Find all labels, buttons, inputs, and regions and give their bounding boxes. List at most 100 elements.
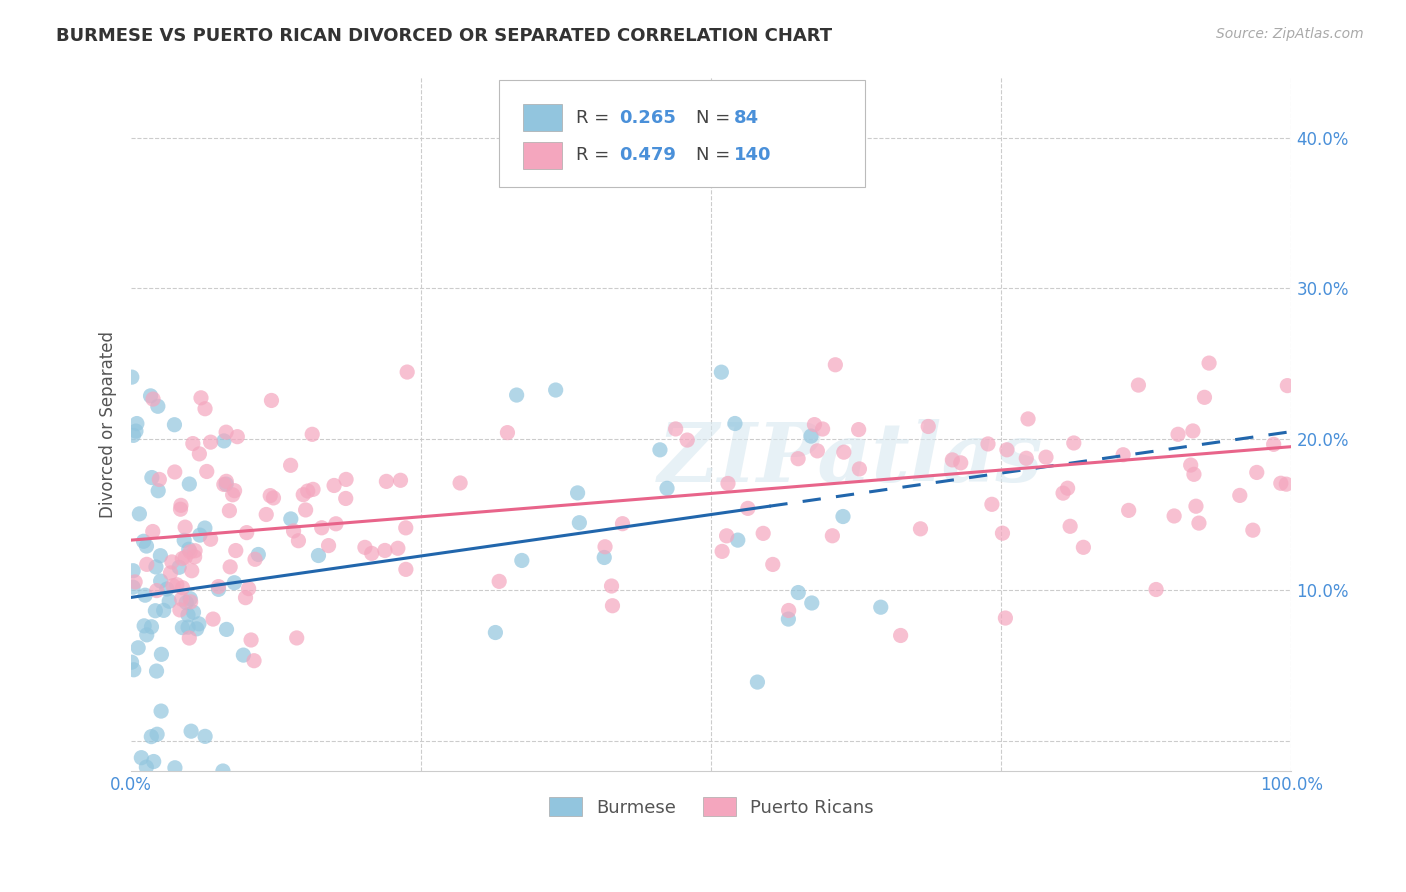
Point xyxy=(243,654,266,668)
Point xyxy=(1229,488,1251,502)
Point xyxy=(787,585,810,599)
Point xyxy=(194,730,217,744)
Point xyxy=(200,435,222,450)
Point xyxy=(302,483,325,497)
Point xyxy=(1188,516,1211,530)
Point xyxy=(169,502,191,516)
Text: N =: N = xyxy=(696,146,735,164)
Point xyxy=(145,664,167,678)
Point xyxy=(510,553,533,567)
Point xyxy=(145,560,167,574)
Point xyxy=(505,388,527,402)
Point xyxy=(1246,466,1268,480)
Point xyxy=(1052,486,1074,500)
Text: R =: R = xyxy=(576,146,616,164)
Point xyxy=(163,417,186,432)
Point xyxy=(152,603,174,617)
Point xyxy=(803,417,825,432)
Point xyxy=(235,525,257,540)
Point xyxy=(318,539,340,553)
Point xyxy=(139,389,162,403)
Point xyxy=(180,724,202,739)
Point xyxy=(1035,450,1057,465)
Point xyxy=(183,605,205,619)
Point xyxy=(800,429,823,443)
Point xyxy=(179,477,201,491)
Point xyxy=(134,588,156,602)
Point xyxy=(221,488,243,502)
Point xyxy=(1181,424,1204,438)
Point xyxy=(449,475,471,490)
Point xyxy=(150,704,173,718)
Point xyxy=(224,575,246,590)
Point xyxy=(262,491,284,505)
Point xyxy=(292,488,315,502)
Point xyxy=(1198,356,1220,370)
Point xyxy=(194,521,217,535)
Point xyxy=(219,559,242,574)
Point xyxy=(283,524,305,538)
Point xyxy=(122,428,145,442)
Point xyxy=(778,612,800,626)
Point xyxy=(215,477,238,491)
Text: ZIPatlas: ZIPatlas xyxy=(658,418,1043,499)
Point xyxy=(141,620,163,634)
Point xyxy=(496,425,519,440)
Point xyxy=(1112,448,1135,462)
Point xyxy=(146,399,169,413)
Point xyxy=(125,424,148,438)
Point xyxy=(169,603,191,617)
Point xyxy=(142,524,165,539)
Point xyxy=(676,433,699,447)
Text: BURMESE VS PUERTO RICAN DIVORCED OR SEPARATED CORRELATION CHART: BURMESE VS PUERTO RICAN DIVORCED OR SEPA… xyxy=(56,27,832,45)
Point xyxy=(183,549,205,564)
Point xyxy=(207,580,229,594)
Point xyxy=(665,422,688,436)
Point xyxy=(232,648,254,662)
Point xyxy=(949,456,972,470)
Point xyxy=(132,534,155,549)
Point xyxy=(172,621,194,635)
Point xyxy=(163,761,186,775)
Point xyxy=(910,522,932,536)
Point xyxy=(285,631,308,645)
Point xyxy=(187,616,209,631)
Point xyxy=(389,473,412,487)
Point xyxy=(648,442,671,457)
Point xyxy=(717,476,740,491)
Text: 84: 84 xyxy=(734,109,759,127)
Point xyxy=(1073,541,1095,555)
Point xyxy=(215,425,238,440)
Point xyxy=(1277,378,1299,392)
Point xyxy=(122,663,145,677)
Point xyxy=(612,516,634,531)
Point xyxy=(146,727,169,741)
Point xyxy=(180,564,202,578)
Point xyxy=(180,595,202,609)
Point xyxy=(148,472,170,486)
Point xyxy=(145,604,167,618)
Point xyxy=(294,503,316,517)
Point xyxy=(941,453,963,467)
Point xyxy=(832,445,855,459)
Point xyxy=(225,543,247,558)
Point xyxy=(387,541,409,556)
Point xyxy=(162,579,184,593)
Point xyxy=(202,612,225,626)
Point xyxy=(395,562,418,576)
Point xyxy=(811,422,834,436)
Point xyxy=(142,755,165,769)
Point xyxy=(134,619,156,633)
Point xyxy=(869,600,891,615)
Point xyxy=(787,451,810,466)
Text: 0.479: 0.479 xyxy=(619,146,675,164)
Point xyxy=(832,509,855,524)
Point xyxy=(727,533,749,548)
Point xyxy=(172,551,194,566)
Point xyxy=(1128,378,1150,392)
Point xyxy=(593,540,616,554)
Point xyxy=(235,591,257,605)
Point xyxy=(238,582,260,596)
Legend: Burmese, Puerto Ricans: Burmese, Puerto Ricans xyxy=(541,790,880,824)
Point xyxy=(145,583,167,598)
